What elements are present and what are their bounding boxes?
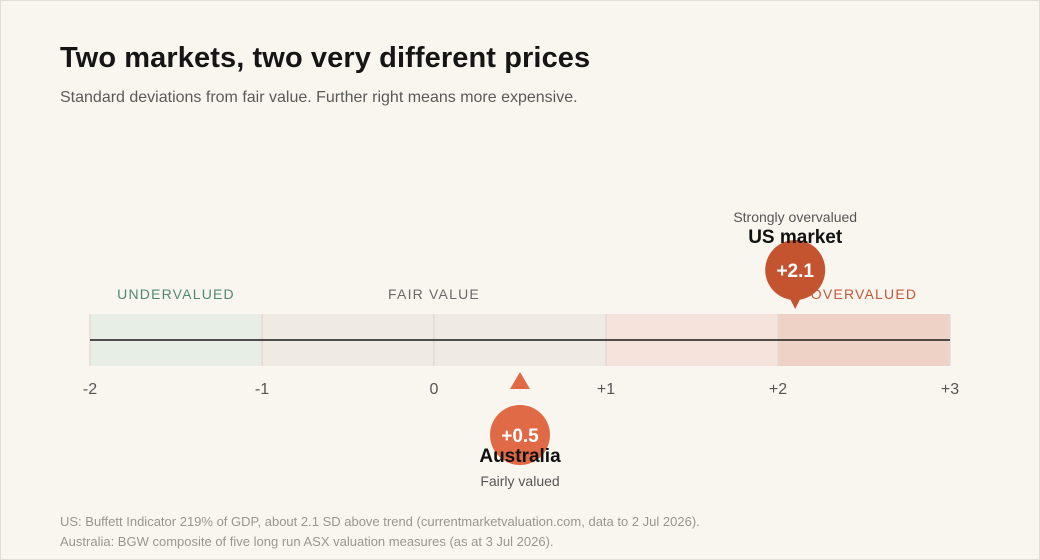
tick-label: -1 [255, 381, 269, 398]
source-note-us: US: Buffett Indicator 219% of GDP, about… [60, 514, 700, 529]
us-market-pointer [789, 297, 802, 309]
zone-label: FAIR VALUE [388, 286, 480, 302]
tick-label: 0 [430, 381, 439, 398]
chart-subtitle: Standard deviations from fair value. Fur… [60, 89, 578, 106]
tick-label: +3 [941, 381, 959, 398]
australia-marker [490, 405, 550, 465]
tick-label: -2 [83, 381, 97, 398]
tick-label: +2 [769, 381, 787, 398]
australia-note-label: Fairly valued [480, 473, 559, 489]
us-market-name-label: US market [748, 227, 843, 248]
us-market-marker [765, 240, 826, 300]
zone-label: UNDERVALUED [117, 286, 235, 302]
australia-value-label: +0.5 [501, 426, 539, 447]
valuation-scale-chart: -2 -1 0 +1 +2 +3 UNDERVALUED FAIR VALUE OVERVALU… [83, 209, 959, 489]
australia-pointer [510, 372, 530, 389]
tick-label: +1 [597, 381, 615, 398]
australia-name-label: Australia [479, 446, 561, 467]
us-market-note-label: Strongly overvalued [733, 209, 857, 225]
source-note-australia: Australia: BGW composite of five long ru… [60, 534, 554, 549]
chart-title: Two markets, two very different prices [60, 42, 591, 74]
zone-label: OVERVALUED [811, 286, 917, 302]
us-market-value-label: +2.1 [776, 261, 814, 282]
